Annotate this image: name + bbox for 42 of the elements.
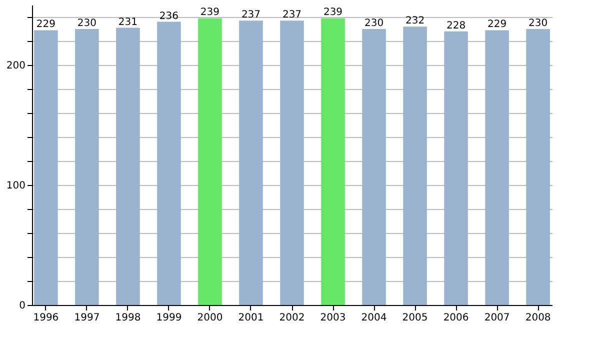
y-tick-label: 100 (6, 180, 26, 192)
x-tick-label: 2005 (402, 312, 428, 324)
x-tick-label: 1996 (33, 312, 59, 324)
bar (321, 18, 345, 305)
y-tick-label: 0 (19, 300, 26, 312)
bar (526, 29, 550, 305)
bar (34, 30, 58, 305)
data-label: 236 (159, 10, 179, 22)
bar (362, 29, 386, 305)
data-label: 231 (118, 16, 138, 28)
x-tick-label: 2004 (361, 312, 387, 324)
x-tick-label: 1998 (115, 312, 141, 324)
x-tick-label: 1999 (156, 312, 182, 324)
bar (403, 26, 427, 305)
data-label: 228 (446, 20, 466, 32)
data-label: 239 (200, 7, 220, 18)
x-tick-label: 2001 (238, 312, 264, 324)
bar (280, 20, 304, 305)
bar (239, 20, 263, 305)
bar (444, 31, 468, 305)
data-label: 237 (241, 10, 261, 21)
y-tick-label: 200 (6, 60, 26, 72)
bar (157, 22, 181, 305)
data-label: 230 (364, 18, 384, 29)
data-label: 237 (282, 10, 302, 21)
data-label: 230 (528, 18, 548, 29)
x-tick-label: 2003 (320, 312, 346, 324)
x-tick-label: 2006 (443, 312, 469, 324)
bar (485, 30, 509, 305)
x-tick-label: 2008 (525, 312, 551, 324)
data-label: 229 (488, 19, 507, 30)
x-tick-label: 1997 (74, 312, 100, 324)
data-label: 232 (405, 16, 425, 27)
bar (198, 18, 222, 305)
bar (75, 29, 99, 305)
x-tick-label: 2007 (484, 312, 510, 324)
data-label: 239 (323, 7, 343, 18)
x-tick-label: 2000 (197, 312, 223, 324)
data-label: 229 (36, 19, 56, 30)
data-label: 230 (77, 18, 96, 29)
bar (116, 28, 140, 305)
x-tick-label: 2002 (279, 312, 305, 324)
